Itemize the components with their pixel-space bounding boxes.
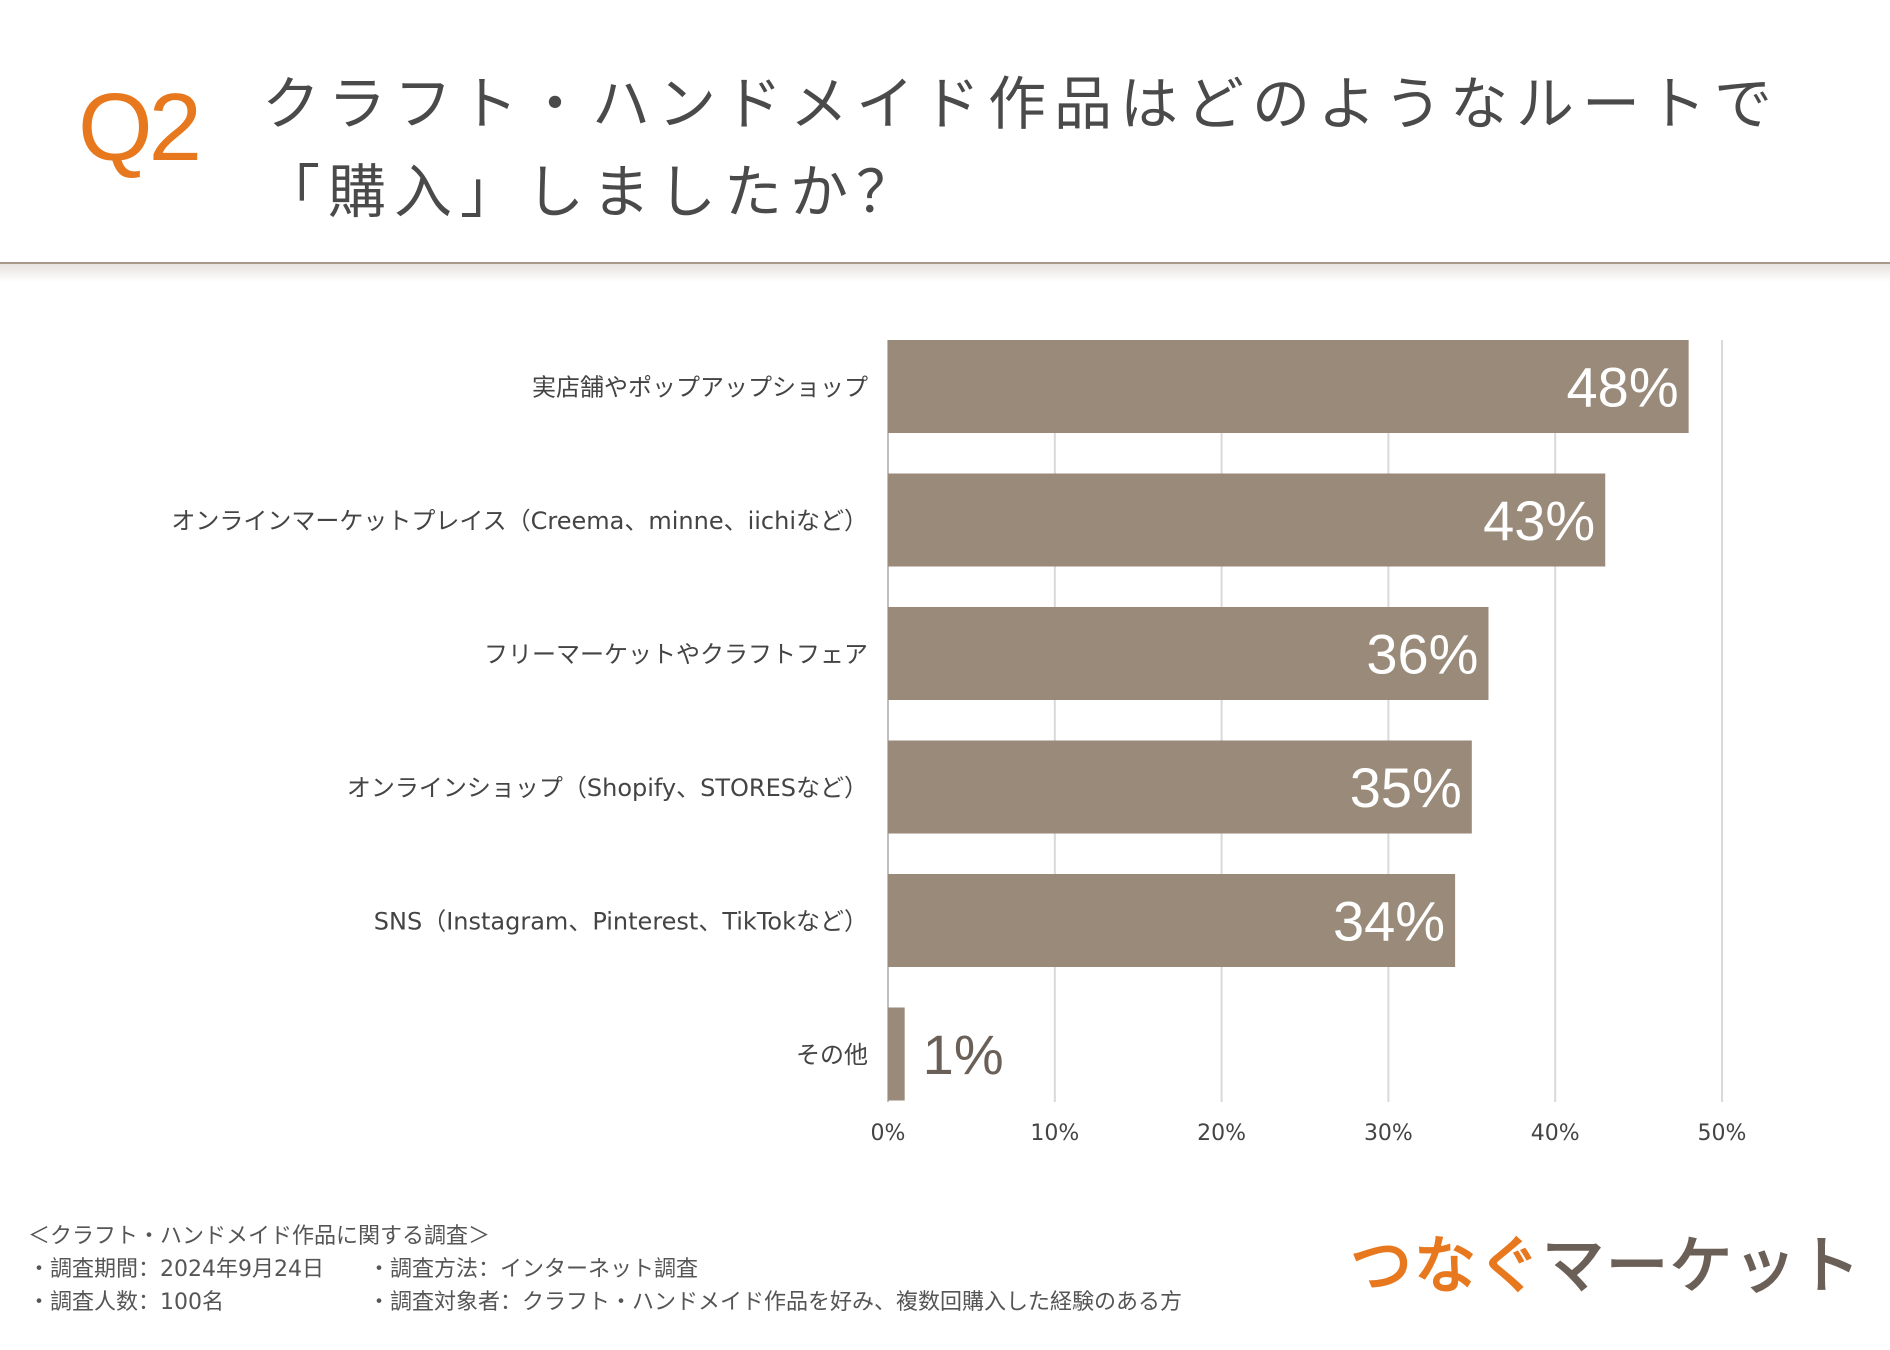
x-tick-label: 20% xyxy=(1197,1121,1246,1146)
bar xyxy=(888,340,1689,433)
survey-period: ・調査期間：2024年9月24日 xyxy=(28,1257,324,1282)
category-label: オンラインマーケットプレイス（Creema、minne、iichiなど） xyxy=(171,507,868,535)
chart-bars xyxy=(888,340,1689,1101)
chart-gridlines xyxy=(887,340,1723,1102)
header-divider xyxy=(0,262,1890,264)
x-tick-label: 30% xyxy=(1364,1121,1413,1146)
question-number: Q2 xyxy=(78,74,202,181)
header: Q2 クラフト・ハンドメイド作品はどのようなルートで 「購入」しましたか？ xyxy=(0,0,1890,262)
question-title: クラフト・ハンドメイド作品はどのようなルートで 「購入」しましたか？ xyxy=(262,60,1781,236)
data-label: 48% xyxy=(1567,356,1679,419)
survey-method: ・調査方法：インターネット調査 xyxy=(368,1257,699,1282)
question-title-line1: クラフト・ハンドメイド作品はどのようなルートで xyxy=(262,70,1781,138)
chart-labels: 0% 10% 20% 30% 40% 50% 実店舗やポップアップショップ 48% オンラインマ… xyxy=(171,356,1746,1147)
data-label: 43% xyxy=(1483,489,1595,552)
survey-footer: ＜クラフト・ハンドメイド作品に関する調査＞ ・調査期間：2024年9月24日 ・… xyxy=(28,1220,1182,1319)
header-shadow xyxy=(0,264,1890,282)
bar xyxy=(888,874,1456,967)
category-label: 実店舗やポップアップショップ xyxy=(532,374,868,402)
bar xyxy=(888,473,1606,567)
brand-logo: つなぐマーケット xyxy=(1350,1235,1862,1297)
category-label: フリーマーケットやクラフトフェア xyxy=(484,641,868,669)
data-label: 35% xyxy=(1350,756,1462,819)
brand-logo-part2: マーケット xyxy=(1542,1229,1863,1302)
bar xyxy=(888,740,1472,834)
data-label: 36% xyxy=(1366,623,1478,686)
survey-respondents: ・調査人数：100名 xyxy=(28,1290,224,1315)
survey-target: ・調査対象者：クラフト・ハンドメイド作品を好み、複数回購入した経験のある方 xyxy=(368,1290,1183,1315)
x-tick-label: 0% xyxy=(871,1121,906,1146)
x-tick-label: 40% xyxy=(1531,1121,1580,1146)
x-tick-label: 50% xyxy=(1698,1121,1747,1146)
bar xyxy=(888,1007,905,1101)
category-label: オンラインショップ（Shopify、STORESなど） xyxy=(347,774,868,802)
survey-name: ＜クラフト・ハンドメイド作品に関する調査＞ xyxy=(28,1224,491,1249)
x-tick-label: 10% xyxy=(1030,1121,1079,1146)
brand-logo-part1: つなぐ xyxy=(1350,1229,1543,1302)
data-label: 34% xyxy=(1333,890,1445,953)
category-label: その他 xyxy=(796,1041,868,1069)
bar xyxy=(888,607,1489,700)
category-label: SNS（Instagram、Pinterest、TikTokなど） xyxy=(374,908,868,936)
bar-chart: 0% 10% 20% 30% 40% 50% 実店舗やポップアップショップ 48% オンラインマ… xyxy=(171,340,1746,1147)
question-title-line2: 「購入」しましたか？ xyxy=(262,158,923,226)
data-label: 1% xyxy=(923,1023,1004,1086)
